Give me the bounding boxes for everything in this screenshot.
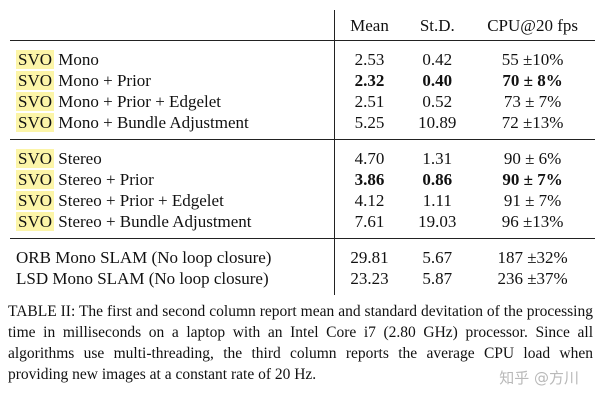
table-header: Mean St.D. CPU@20 fps <box>10 10 595 41</box>
cpu-value: 73 ± 7% <box>503 92 562 111</box>
method-cell: LSD Mono SLAM (No loop closure) <box>10 268 335 295</box>
std-value: 1.11 <box>422 191 452 210</box>
std-value: 5.67 <box>422 248 453 267</box>
method-cell: SVO Mono <box>10 40 335 70</box>
method-cell: SVO Stereo + Prior + Edgelet <box>10 190 335 211</box>
method-prefix-highlight: SVO <box>16 71 55 90</box>
cpu-value: 187 ±32% <box>497 248 568 267</box>
method-name: Mono + Bundle Adjustment <box>58 113 249 132</box>
table-row: ORB Mono SLAM (No loop closure) 29.81 5.67… <box>10 238 595 268</box>
table-row: SVO Mono 2.53 0.42 55 ±10% <box>10 40 595 70</box>
cpu-value: 90 ± 7% <box>502 170 563 189</box>
table-group: SVO Mono 2.53 0.42 55 ±10% SVO Mono + Prior 2… <box>10 40 595 140</box>
std-value: 0.52 <box>422 92 453 111</box>
table-caption: TABLE II: The first and second column re… <box>8 303 593 383</box>
method-cell: SVO Stereo + Bundle Adjustment <box>10 211 335 239</box>
method-prefix-highlight: SVO <box>16 113 55 132</box>
cpu-value: 90 ± 6% <box>503 149 562 168</box>
std-value: 0.42 <box>422 50 453 69</box>
table-row: LSD Mono SLAM (No loop closure) 23.23 5.87… <box>10 268 595 295</box>
method-prefix-highlight: SVO <box>16 149 55 168</box>
method-cell: ORB Mono SLAM (No loop closure) <box>10 238 335 268</box>
method-prefix-highlight: SVO <box>16 50 55 69</box>
cpu-value: 72 ±13% <box>501 113 564 132</box>
method-cell: SVO Mono + Prior + Edgelet <box>10 91 335 112</box>
method-prefix-highlight: SVO <box>16 170 55 189</box>
mean-value: 4.12 <box>354 191 385 210</box>
table-row: SVO Stereo 4.70 1.31 90 ± 6% <box>10 139 595 169</box>
std-value: 10.89 <box>418 113 457 132</box>
method-name: LSD Mono SLAM (No loop closure) <box>16 269 269 288</box>
method-prefix-highlight: SVO <box>16 191 55 210</box>
header-cpu: CPU@20 fps <box>487 15 578 35</box>
cpu-value: 236 ±37% <box>497 269 568 288</box>
method-cell: SVO Stereo + Prior <box>10 169 335 190</box>
cpu-value: 55 ±10% <box>501 50 564 69</box>
table-group: SVO Stereo 4.70 1.31 90 ± 6% SVO Stereo + Pr… <box>10 139 595 239</box>
method-name: Stereo <box>58 149 102 168</box>
table-row: SVO Mono + Bundle Adjustment 5.25 10.89 72 … <box>10 112 595 140</box>
std-value: 19.03 <box>418 212 457 231</box>
mean-value: 2.32 <box>354 71 385 90</box>
mean-value: 3.86 <box>354 170 385 189</box>
mean-value: 2.53 <box>354 50 385 69</box>
results-table-container: Mean St.D. CPU@20 fps SVO Mono 2.53 0.42 55… <box>10 10 595 295</box>
cpu-value: 96 ±13% <box>501 212 564 231</box>
table-row: SVO Stereo + Prior + Edgelet 4.12 1.11 91 ±… <box>10 190 595 211</box>
method-name: Mono + Prior + Edgelet <box>58 92 221 111</box>
table-group: ORB Mono SLAM (No loop closure) 29.81 5.67… <box>10 238 595 295</box>
method-name: ORB Mono SLAM (No loop closure) <box>16 248 272 267</box>
method-name: Stereo + Bundle Adjustment <box>58 212 252 231</box>
std-value: 1.31 <box>422 149 453 168</box>
std-value: 5.87 <box>422 269 453 288</box>
method-cell: SVO Mono + Bundle Adjustment <box>10 112 335 140</box>
method-name: Mono <box>58 50 99 69</box>
mean-value: 2.51 <box>354 92 385 111</box>
table-row: SVO Stereo + Prior 3.86 0.86 90 ± 7% <box>10 169 595 190</box>
table-row: SVO Mono + Prior + Edgelet 2.51 0.52 73 ± 7… <box>10 91 595 112</box>
header-method-cell <box>10 10 335 41</box>
table-row: SVO Mono + Prior 2.32 0.40 70 ± 8% <box>10 70 595 91</box>
mean-value: 23.23 <box>350 269 389 288</box>
table-row: SVO Stereo + Bundle Adjustment 7.61 19.03 9… <box>10 211 595 239</box>
std-value: 0.40 <box>422 71 453 90</box>
mean-value: 7.61 <box>354 212 385 231</box>
mean-value: 29.81 <box>350 248 389 267</box>
method-prefix-highlight: SVO <box>16 212 55 231</box>
header-mean: Mean <box>350 15 389 35</box>
method-cell: SVO Stereo <box>10 139 335 169</box>
results-table: Mean St.D. CPU@20 fps SVO Mono 2.53 0.42 55… <box>10 10 595 295</box>
header-row: Mean St.D. CPU@20 fps <box>10 10 595 41</box>
method-prefix-highlight: SVO <box>16 92 55 111</box>
method-name: Stereo + Prior <box>58 170 154 189</box>
cpu-value: 91 ± 7% <box>503 191 562 210</box>
std-value: 0.86 <box>422 170 453 189</box>
mean-value: 5.25 <box>354 113 385 132</box>
method-cell: SVO Mono + Prior <box>10 70 335 91</box>
watermark: 知乎 @方川 <box>496 367 582 388</box>
mean-value: 4.70 <box>354 149 385 168</box>
method-name: Mono + Prior <box>58 71 151 90</box>
header-std: St.D. <box>419 15 455 35</box>
method-name: Stereo + Prior + Edgelet <box>58 191 224 210</box>
cpu-value: 70 ± 8% <box>502 71 563 90</box>
